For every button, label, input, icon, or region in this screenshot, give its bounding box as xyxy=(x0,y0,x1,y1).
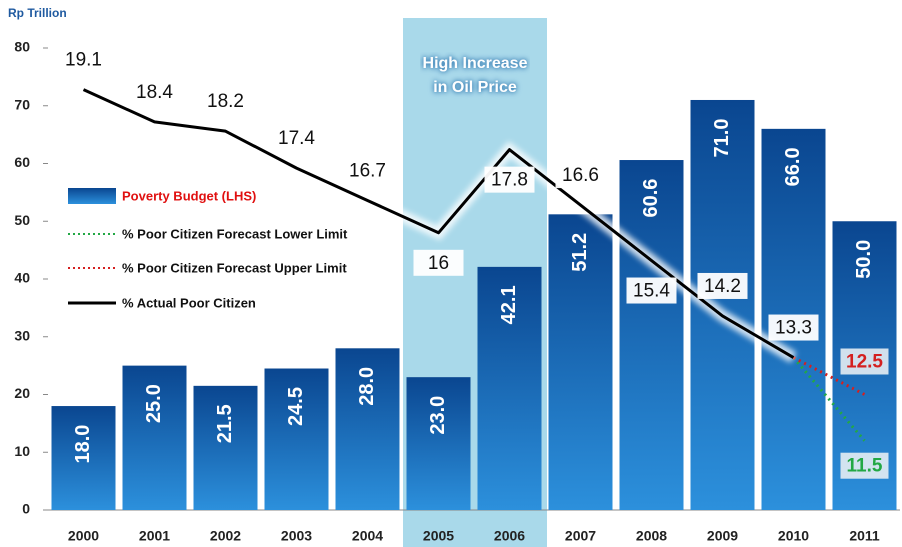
legend-label: Poverty Budget (LHS) xyxy=(122,188,256,203)
bar-value-label: 21.5 xyxy=(214,404,236,443)
bar xyxy=(406,377,471,510)
x-tick-label: 2009 xyxy=(707,528,738,544)
annotation: High Increase in Oil Price xyxy=(422,55,528,96)
bar xyxy=(619,160,684,510)
bar xyxy=(193,385,258,510)
y-tick-label: 40 xyxy=(14,270,30,286)
x-tick-label: 2011 xyxy=(849,528,880,544)
line-value-label: 13.3 xyxy=(775,318,812,339)
bar-value-label: 50.0 xyxy=(853,240,875,279)
bar xyxy=(335,348,400,510)
y-tick-label: 80 xyxy=(14,39,30,55)
x-tick-label: 2005 xyxy=(423,528,454,544)
x-tick-label: 2001 xyxy=(139,528,170,544)
line-value-label: 11.5 xyxy=(847,456,883,477)
bar xyxy=(548,214,613,510)
value-label-box xyxy=(413,249,464,276)
line xyxy=(792,356,866,396)
bar-value-label: 28.0 xyxy=(356,367,378,406)
line-value-label: 17.4 xyxy=(278,128,315,149)
value-label-box xyxy=(840,348,889,375)
line-value-label: 15.4 xyxy=(633,281,670,302)
legend-swatch xyxy=(68,188,116,204)
x-tick-label: 2008 xyxy=(636,528,667,544)
x-tick-label: 2003 xyxy=(281,528,312,544)
x-tick-label: 2010 xyxy=(778,528,809,544)
y-tick-label: 60 xyxy=(14,154,30,170)
bar-value-label: 25.0 xyxy=(143,384,165,423)
y-axis-label: Rp Trillion xyxy=(8,6,67,20)
value-label-box xyxy=(626,277,677,304)
legend-label: % Poor Citizen Forecast Lower Limit xyxy=(122,226,348,241)
line-value-label: 18.2 xyxy=(207,91,244,112)
x-tick-label: 2006 xyxy=(494,528,525,544)
x-tick-label: 2002 xyxy=(210,528,241,544)
line-value-label: 17.8 xyxy=(491,170,528,191)
bar xyxy=(264,368,329,510)
line-value-label: 16 xyxy=(428,253,449,274)
value-label-box xyxy=(484,166,535,193)
line-value-label: 19.1 xyxy=(65,50,102,71)
legend-label: % Poor Citizen Forecast Upper Limit xyxy=(122,260,347,275)
bar xyxy=(122,365,187,510)
line-value-label: 18.4 xyxy=(136,82,173,103)
y-tick-label: 20 xyxy=(14,385,30,401)
x-tick-label: 2004 xyxy=(352,528,383,544)
value-label-box xyxy=(555,162,606,189)
bar xyxy=(477,266,542,510)
y-tick-label: 70 xyxy=(14,96,30,112)
annotation-box: High Increase in Oil Price xyxy=(422,55,528,96)
line-value-label: 16.7 xyxy=(349,160,386,181)
y-tick-label: 10 xyxy=(14,443,30,459)
bar-value-label: 24.5 xyxy=(285,387,307,426)
value-label-box xyxy=(697,272,748,299)
bar-value-label: 23.0 xyxy=(427,396,449,435)
bar-value-label: 51.2 xyxy=(569,233,591,272)
line-value-label: 12.5 xyxy=(846,352,883,373)
x-tick-label: 2000 xyxy=(68,528,99,544)
line xyxy=(792,356,866,442)
bar-value-label: 66.0 xyxy=(782,147,804,186)
y-tick-label: 50 xyxy=(14,212,30,228)
bar-value-label: 42.1 xyxy=(498,285,520,324)
x-tick-label: 2007 xyxy=(565,528,596,544)
line-value-label: 14.2 xyxy=(704,276,741,297)
bar xyxy=(51,406,116,510)
bar-value-label: 71.0 xyxy=(711,119,733,158)
value-label-box xyxy=(840,452,889,479)
bar-value-label: 60.6 xyxy=(640,179,662,218)
legend-label: % Actual Poor Citizen xyxy=(122,295,256,310)
value-label-box xyxy=(768,314,819,341)
y-tick-label: 30 xyxy=(14,327,30,343)
bar-value-label: 18.0 xyxy=(72,425,94,464)
y-tick-label: 0 xyxy=(22,501,30,517)
line-value-label: 16.6 xyxy=(562,165,599,186)
